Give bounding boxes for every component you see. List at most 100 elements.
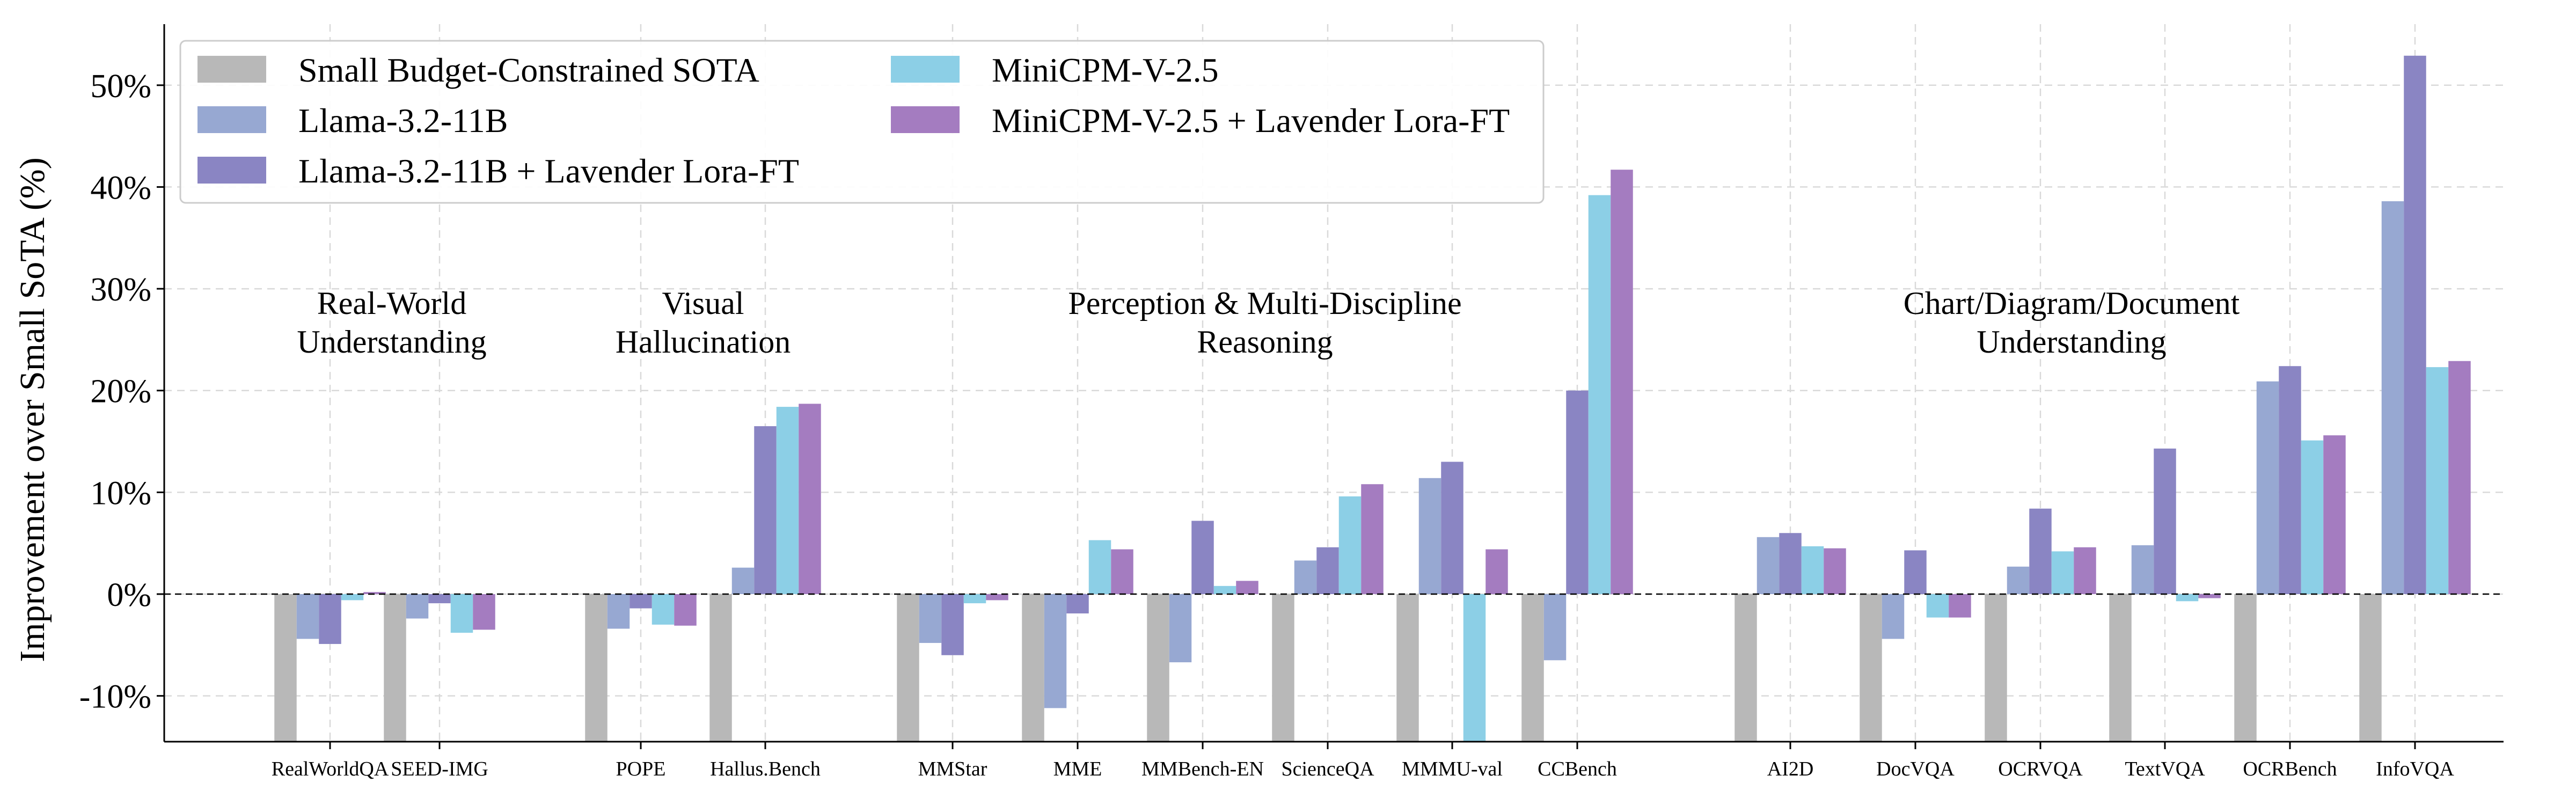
bar <box>1022 594 1044 742</box>
bar <box>1463 594 1486 742</box>
bar <box>2448 361 2471 595</box>
bar <box>450 594 473 633</box>
legend-swatch <box>197 106 266 133</box>
bar <box>1779 533 1802 595</box>
bar <box>1904 550 1927 595</box>
bar <box>428 594 451 604</box>
legend-label: Small Budget-Constrained SOTA <box>298 51 759 89</box>
bar <box>2234 594 2257 742</box>
group-label: Reasoning <box>1197 324 1333 360</box>
bar <box>1611 170 1633 595</box>
bar <box>1801 546 1824 595</box>
bar <box>296 594 319 639</box>
bar <box>2381 201 2404 595</box>
bar <box>1949 594 1971 618</box>
group-label: Visual <box>662 286 744 321</box>
bar <box>2404 55 2426 595</box>
bar <box>776 407 799 595</box>
bar <box>754 426 777 595</box>
bar <box>1111 549 1133 595</box>
bar <box>731 567 755 595</box>
bar <box>1338 496 1362 595</box>
bar <box>319 594 341 644</box>
y-tick-label: 0% <box>107 577 151 613</box>
group-label: Chart/Diagram/Document <box>1904 286 2240 321</box>
bar <box>1485 549 1508 595</box>
x-tick-label: InfoVQA <box>2376 758 2454 780</box>
group-label: Understanding <box>1977 324 2166 360</box>
group-label: Hallucination <box>616 324 791 360</box>
bar <box>2279 366 2301 595</box>
y-tick-label: 10% <box>90 475 151 511</box>
bar <box>1044 594 1067 708</box>
bar <box>652 594 675 625</box>
bar <box>2074 547 2096 595</box>
bar <box>2051 551 2074 595</box>
legend-box <box>179 40 1545 204</box>
bar <box>607 594 630 629</box>
bar <box>799 404 821 595</box>
x-tick-label: OCRVQA <box>1998 758 2083 780</box>
legend-label: Llama-3.2-11B + Lavender Lora-FT <box>298 152 799 190</box>
bar <box>1824 548 1846 595</box>
x-tick-label: POPE <box>616 758 666 780</box>
bar <box>941 594 964 655</box>
bar <box>2323 435 2346 595</box>
bar <box>1985 594 2007 742</box>
x-tick-label: AI2D <box>1767 758 1814 780</box>
bar <box>341 594 364 601</box>
bar <box>406 594 429 619</box>
x-tick-label: SEED-IMG <box>391 758 488 780</box>
bar <box>1926 594 1949 618</box>
axes <box>163 24 2504 743</box>
y-tick-label: 40% <box>90 170 151 206</box>
bar <box>1294 560 1317 595</box>
legend: Small Budget-Constrained SOTA Llama-3.2-1… <box>179 40 1545 204</box>
bar <box>1213 586 1236 595</box>
legend-swatch <box>197 157 266 184</box>
x-tick-label: ScienceQA <box>1281 758 1374 780</box>
legend-label: MiniCPM-V-2.5 + Lavender Lora-FT <box>992 101 1510 140</box>
bar <box>1566 390 1589 595</box>
legend-swatch <box>197 56 266 83</box>
group-label: Understanding <box>297 324 486 360</box>
bar <box>473 594 495 630</box>
bar <box>2256 381 2279 595</box>
x-tick-label: RealWorldQA <box>272 758 389 780</box>
bar <box>1169 594 1192 663</box>
bar <box>709 594 732 742</box>
bar <box>2029 508 2052 595</box>
x-tick-label: MMBench-EN <box>1141 758 1264 780</box>
legend-label: Llama-3.2-11B <box>298 101 508 140</box>
bar <box>1441 462 1463 595</box>
bar <box>986 594 1008 601</box>
bar <box>1272 594 1294 742</box>
x-tick-label: DocVQA <box>1876 758 1955 780</box>
bar <box>1543 594 1567 661</box>
group-labels: Real-WorldUnderstandingVisualHallucinati… <box>297 286 2240 360</box>
bar <box>2198 594 2221 598</box>
bar <box>384 594 406 742</box>
bar <box>1882 594 1905 639</box>
legend-swatch <box>891 56 960 83</box>
y-tick-label: 50% <box>90 68 151 105</box>
legend-label: MiniCPM-V-2.5 <box>992 51 1219 89</box>
bar <box>1316 547 1339 595</box>
x-tick-label: TextVQA <box>2125 758 2205 780</box>
bar <box>1147 594 1169 742</box>
x-tick-label: MMMU-val <box>1402 758 1503 780</box>
group-label: Real-World <box>317 286 466 321</box>
y-tick-label: -10% <box>79 679 151 715</box>
bar <box>1236 581 1258 595</box>
x-tick-label: MMStar <box>918 758 987 780</box>
x-ticks: RealWorldQA SEED-IMG POPE Hallus.Bench MMSta… <box>272 742 2454 780</box>
bar <box>1066 594 1089 614</box>
bars <box>274 55 2471 742</box>
bar <box>2176 594 2199 602</box>
bar <box>963 594 986 604</box>
y-ticks: -10% 0% 10% 20% 30% 40% 50% <box>79 68 164 715</box>
y-tick-label: 30% <box>90 272 151 308</box>
bar <box>585 594 608 742</box>
bar <box>2131 545 2154 595</box>
